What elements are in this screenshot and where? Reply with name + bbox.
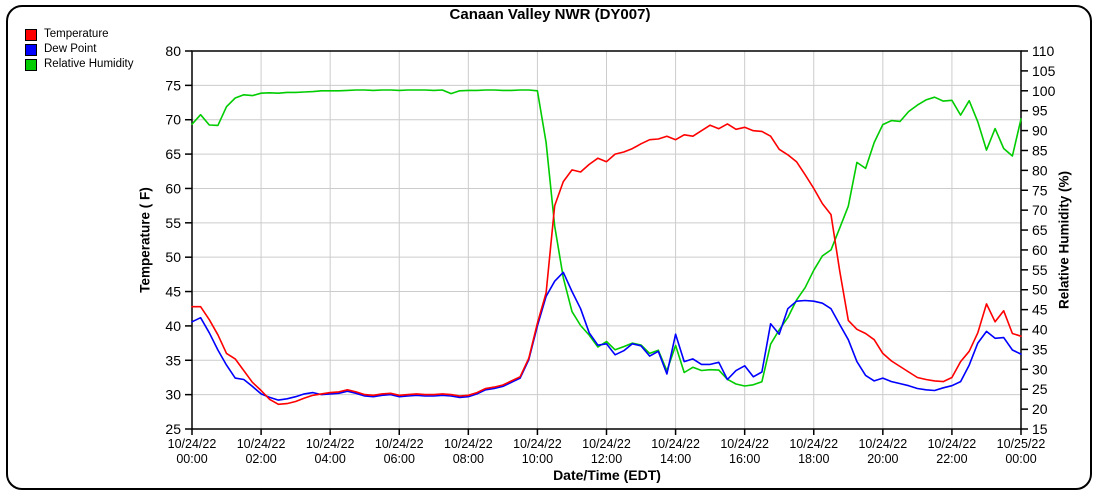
svg-text:30: 30 [165, 387, 181, 403]
chart-frame [6, 5, 1092, 490]
svg-text:80: 80 [1032, 162, 1048, 178]
svg-text:10/24/22: 10/24/22 [444, 437, 493, 451]
svg-text:70: 70 [165, 112, 181, 128]
svg-text:75: 75 [1032, 182, 1048, 198]
svg-text:65: 65 [165, 146, 181, 162]
svg-text:02:00: 02:00 [245, 452, 276, 466]
relative-humidity-swatch-icon [25, 58, 37, 71]
svg-text:65: 65 [1032, 222, 1048, 238]
svg-text:10/24/22: 10/24/22 [720, 437, 769, 451]
svg-text:20:00: 20:00 [867, 452, 898, 466]
svg-text:30: 30 [1032, 361, 1048, 377]
svg-text:10/24/22: 10/24/22 [306, 437, 355, 451]
svg-text:08:00: 08:00 [453, 452, 484, 466]
svg-text:60: 60 [1032, 242, 1048, 258]
svg-text:80: 80 [165, 43, 181, 59]
svg-text:12:00: 12:00 [591, 452, 622, 466]
svg-text:18:00: 18:00 [798, 452, 829, 466]
legend-item-dew-point: Dew Point [25, 42, 133, 57]
x-axis-title: Date/Time (EDT) [553, 467, 661, 483]
svg-text:110: 110 [1032, 43, 1055, 59]
svg-text:15: 15 [1032, 421, 1048, 437]
chart-title: Canaan Valley NWR (DY007) [449, 6, 651, 23]
svg-text:95: 95 [1032, 103, 1048, 119]
svg-text:45: 45 [1032, 302, 1048, 318]
svg-text:50: 50 [165, 249, 181, 265]
svg-text:16:00: 16:00 [729, 452, 760, 466]
svg-text:10/24/22: 10/24/22 [789, 437, 838, 451]
svg-text:55: 55 [165, 215, 181, 231]
svg-text:35: 35 [165, 352, 181, 368]
svg-text:25: 25 [165, 421, 181, 437]
svg-text:22:00: 22:00 [936, 452, 967, 466]
svg-text:10/24/22: 10/24/22 [928, 437, 977, 451]
y-axis-title-right: Relative Humidity (%) [1056, 170, 1072, 310]
svg-text:10:00: 10:00 [522, 452, 553, 466]
svg-text:10/24/22: 10/24/22 [375, 437, 424, 451]
svg-text:14:00: 14:00 [660, 452, 691, 466]
dew-point-swatch-icon [25, 43, 37, 56]
svg-text:10/24/22: 10/24/22 [168, 437, 217, 451]
y-axis-title-left: Temperature ( F) [137, 187, 153, 293]
svg-text:85: 85 [1032, 142, 1048, 158]
svg-text:40: 40 [1032, 322, 1048, 338]
svg-text:70: 70 [1032, 202, 1048, 218]
svg-text:90: 90 [1032, 123, 1048, 139]
svg-text:10/24/22: 10/24/22 [513, 437, 562, 451]
svg-text:75: 75 [165, 77, 181, 93]
svg-text:60: 60 [165, 180, 181, 196]
svg-text:10/24/22: 10/24/22 [651, 437, 700, 451]
svg-text:00:00: 00:00 [176, 452, 207, 466]
svg-text:10/24/22: 10/24/22 [237, 437, 286, 451]
series-line-dew-point [191, 271, 1022, 401]
legend: Temperature Dew Point Relative Humidity [25, 27, 133, 72]
legend-item-temperature: Temperature [25, 27, 133, 42]
legend-label: Dew Point [44, 43, 97, 55]
series-line-relative-humidity [191, 89, 1022, 387]
svg-text:10/25/22: 10/25/22 [997, 437, 1046, 451]
legend-item-relative-humidity: Relative Humidity [25, 57, 133, 72]
svg-text:50: 50 [1032, 282, 1048, 298]
svg-text:45: 45 [165, 284, 181, 300]
svg-text:20: 20 [1032, 401, 1048, 417]
svg-text:25: 25 [1032, 381, 1048, 397]
series-line-temperature [191, 123, 1022, 406]
legend-label: Temperature [44, 28, 109, 40]
svg-text:04:00: 04:00 [315, 452, 346, 466]
svg-text:10/24/22: 10/24/22 [858, 437, 907, 451]
svg-text:55: 55 [1032, 262, 1048, 278]
svg-text:35: 35 [1032, 341, 1048, 357]
svg-text:40: 40 [165, 318, 181, 334]
temperature-swatch-icon [25, 28, 37, 41]
svg-text:105: 105 [1032, 63, 1056, 79]
svg-text:100: 100 [1032, 83, 1056, 99]
legend-label: Relative Humidity [44, 58, 134, 70]
svg-text:10/24/22: 10/24/22 [582, 437, 631, 451]
svg-text:06:00: 06:00 [384, 452, 415, 466]
svg-text:00:00: 00:00 [1005, 452, 1036, 466]
